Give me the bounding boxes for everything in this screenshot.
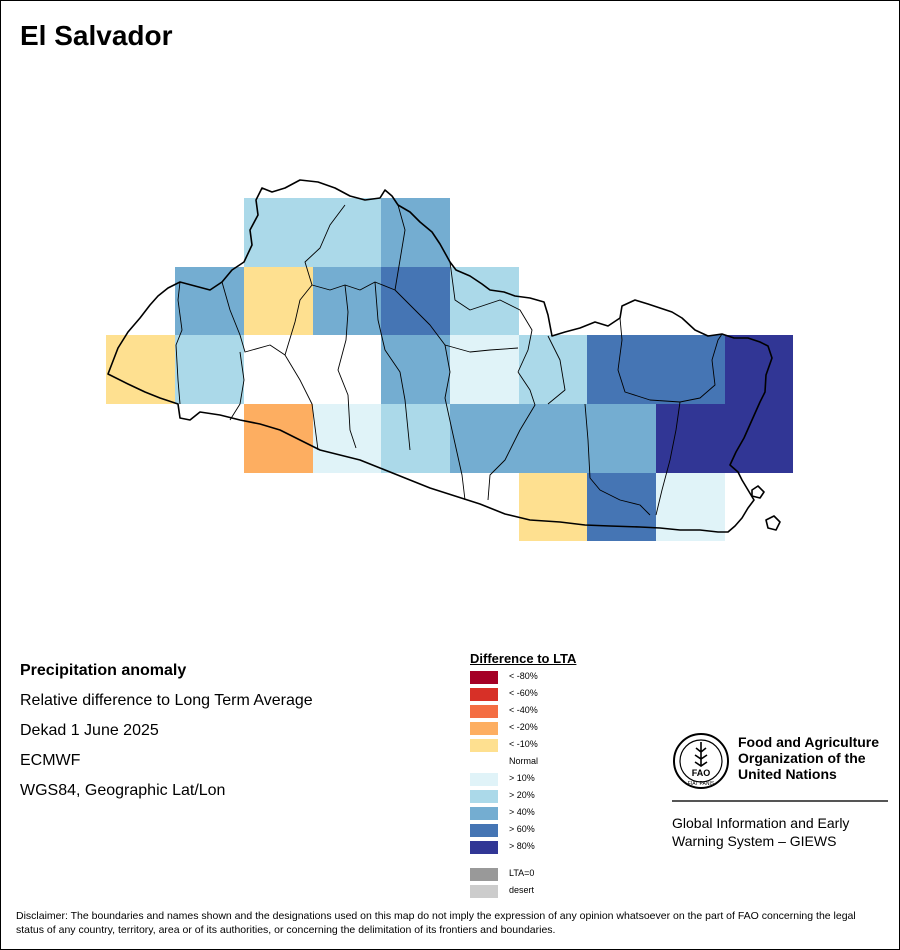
grid-cell xyxy=(313,404,381,473)
grid-cell xyxy=(656,404,725,473)
legend-swatch xyxy=(470,807,498,820)
department-boundaries xyxy=(175,204,723,516)
grid-cell xyxy=(244,198,313,267)
fao-name: Food and Agriculture Organization of the… xyxy=(738,734,888,782)
grid-cell xyxy=(519,404,587,473)
map-title: El Salvador xyxy=(20,20,173,51)
legend: Difference to LTA < -80% < -60% < -40% < -2… xyxy=(470,651,576,900)
grid-cell xyxy=(450,267,519,335)
legend-swatch xyxy=(470,722,498,735)
legend-swatch xyxy=(470,790,498,803)
anomaly-grid xyxy=(106,198,793,541)
legend-item: LTA=0 xyxy=(470,866,576,883)
legend-label: > 20% xyxy=(509,790,535,800)
info-heading: Precipitation anomaly xyxy=(20,662,187,679)
grid-cell xyxy=(725,404,793,473)
legend-title: Difference to LTA xyxy=(470,651,577,666)
grid-cell xyxy=(244,267,313,335)
grid-cell xyxy=(175,267,244,335)
map-info: Precipitation anomaly Relative differenc… xyxy=(20,656,313,806)
legend-label: < -20% xyxy=(509,722,538,732)
fao-logo-icon: FAO FIAT PANIS xyxy=(673,733,729,789)
legend-item: < -40% xyxy=(470,703,576,720)
legend-item: < -80% xyxy=(470,669,576,686)
grid-cell xyxy=(381,267,450,335)
fao-name-line: Food and Agriculture xyxy=(738,734,880,750)
grid-cell xyxy=(244,335,313,404)
legend-swatch xyxy=(470,671,498,684)
giews-line: Warning System – GIEWS xyxy=(672,833,837,849)
info-line: Relative difference to Long Term Average xyxy=(20,692,313,709)
legend-label: Normal xyxy=(509,756,539,766)
grid-cell xyxy=(519,473,587,541)
disclaimer: Disclaimer: The boundaries and names sho… xyxy=(16,910,856,936)
legend-item: > 80% xyxy=(470,839,576,856)
fao-name-line: Organization of the xyxy=(738,750,866,766)
legend-swatch xyxy=(470,705,498,718)
legend-swatch xyxy=(470,885,498,898)
grid-cell xyxy=(656,335,725,404)
fao-divider xyxy=(672,800,888,802)
legend-label: < -40% xyxy=(509,705,538,715)
fao-logo-motto: FIAT PANIS xyxy=(688,781,715,787)
legend-swatch xyxy=(470,739,498,752)
giews-line: Global Information and Early xyxy=(672,815,850,831)
grid-cell xyxy=(587,404,656,473)
legend-label: > 40% xyxy=(509,807,535,817)
legend-label: < -60% xyxy=(509,688,538,698)
grid-cell xyxy=(587,473,656,541)
legend-label: desert xyxy=(509,885,535,895)
info-line: WGS84, Geographic Lat/Lon xyxy=(20,782,226,799)
legend-label: > 10% xyxy=(509,773,535,783)
legend-swatch xyxy=(470,773,498,786)
legend-item: Normal xyxy=(470,754,576,771)
grid-cell xyxy=(106,335,175,404)
legend-item: > 40% xyxy=(470,805,576,822)
legend-swatch xyxy=(470,868,498,881)
grid-cell xyxy=(725,335,793,404)
legend-item: > 20% xyxy=(470,788,576,805)
legend-item: < -20% xyxy=(470,720,576,737)
info-line: Dekad 1 June 2025 xyxy=(20,722,159,739)
grid-cell xyxy=(381,198,450,267)
fao-logo-text: FAO xyxy=(692,768,711,778)
legend-item: < -10% xyxy=(470,737,576,754)
grid-cell xyxy=(313,198,381,267)
info-line: ECMWF xyxy=(20,752,81,769)
legend-item: > 60% xyxy=(470,822,576,839)
grid-cell xyxy=(381,335,450,404)
legend-item: desert xyxy=(470,883,576,900)
legend-item: > 10% xyxy=(470,771,576,788)
grid-cell xyxy=(244,404,313,473)
grid-cell xyxy=(175,335,244,404)
legend-label: > 60% xyxy=(509,824,535,834)
legend-items: < -80% < -60% < -40% < -20% < -10% Normal > 10… xyxy=(470,669,576,900)
anomaly-map xyxy=(106,179,793,541)
country-boundary xyxy=(107,179,781,533)
grid-cell xyxy=(450,335,519,404)
legend-label: LTA=0 xyxy=(509,868,535,878)
giews-name: Global Information and Early Warning Sys… xyxy=(672,814,888,850)
legend-swatch xyxy=(470,824,498,837)
grid-cell xyxy=(381,404,450,473)
grid-cell xyxy=(450,404,519,473)
legend-swatch xyxy=(470,688,498,701)
legend-label: < -10% xyxy=(509,739,538,749)
legend-swatch xyxy=(470,841,498,854)
legend-label: < -80% xyxy=(509,671,538,681)
legend-item: < -60% xyxy=(470,686,576,703)
legend-label: > 80% xyxy=(509,841,535,851)
fao-name-line: United Nations xyxy=(738,766,837,782)
